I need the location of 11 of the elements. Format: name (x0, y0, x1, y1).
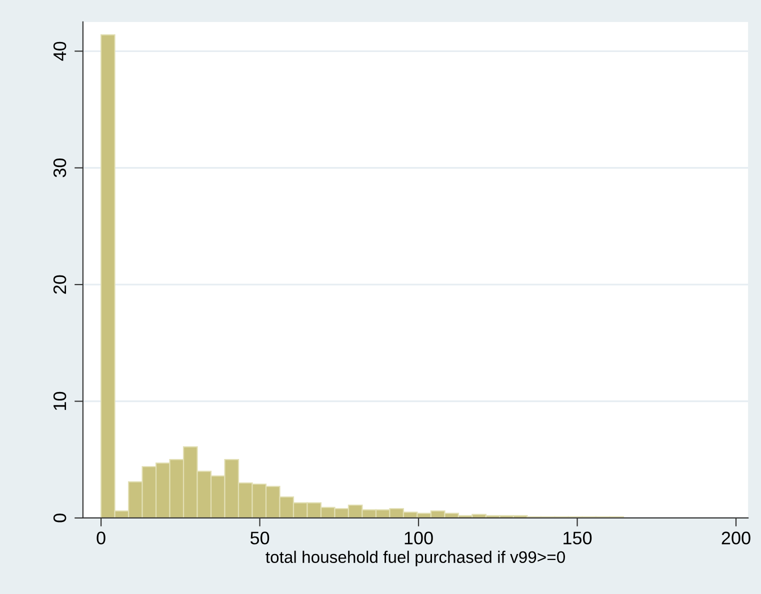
x-tick-label: 50 (250, 532, 270, 544)
x-tick-label: 150 (564, 532, 592, 544)
y-tick-label: 40 (53, 42, 66, 61)
y-tick-label: 20 (53, 275, 66, 294)
x-axis-title: total household fuel purchased if v99>=0 (266, 550, 565, 566)
x-tick-label: 100 (404, 532, 433, 544)
x-tick-label: 0 (96, 532, 106, 544)
x-tick-label: 200 (722, 532, 750, 544)
y-tick-label: 10 (53, 392, 66, 410)
y-tick-label: 0 (53, 514, 66, 522)
y-tick-label: 30 (53, 158, 66, 178)
